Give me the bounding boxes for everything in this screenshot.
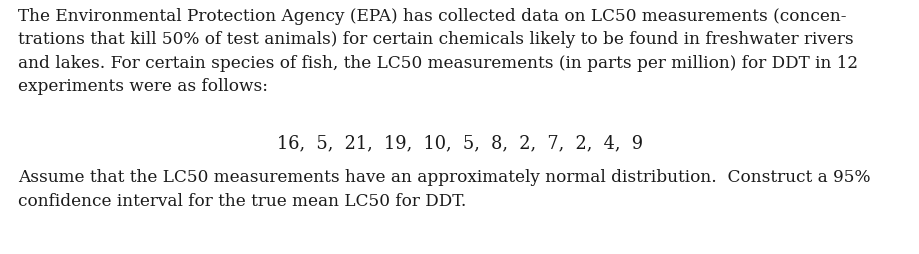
Text: The Environmental Protection Agency (EPA) has collected data on LC50 measurement: The Environmental Protection Agency (EPA… [18,8,845,25]
Text: and lakes. For certain species of fish, the LC50 measurements (in parts per mill: and lakes. For certain species of fish, … [18,55,857,72]
Text: experiments were as follows:: experiments were as follows: [18,78,267,95]
Text: 16,  5,  21,  19,  10,  5,  8,  2,  7,  2,  4,  9: 16, 5, 21, 19, 10, 5, 8, 2, 7, 2, 4, 9 [277,134,642,152]
Text: trations that kill 50% of test animals) for certain chemicals likely to be found: trations that kill 50% of test animals) … [18,31,853,48]
Text: Assume that the LC50 measurements have an approximately normal distribution.  Co: Assume that the LC50 measurements have a… [18,169,869,186]
Text: confidence interval for the true mean LC50 for DDT.: confidence interval for the true mean LC… [18,193,466,210]
